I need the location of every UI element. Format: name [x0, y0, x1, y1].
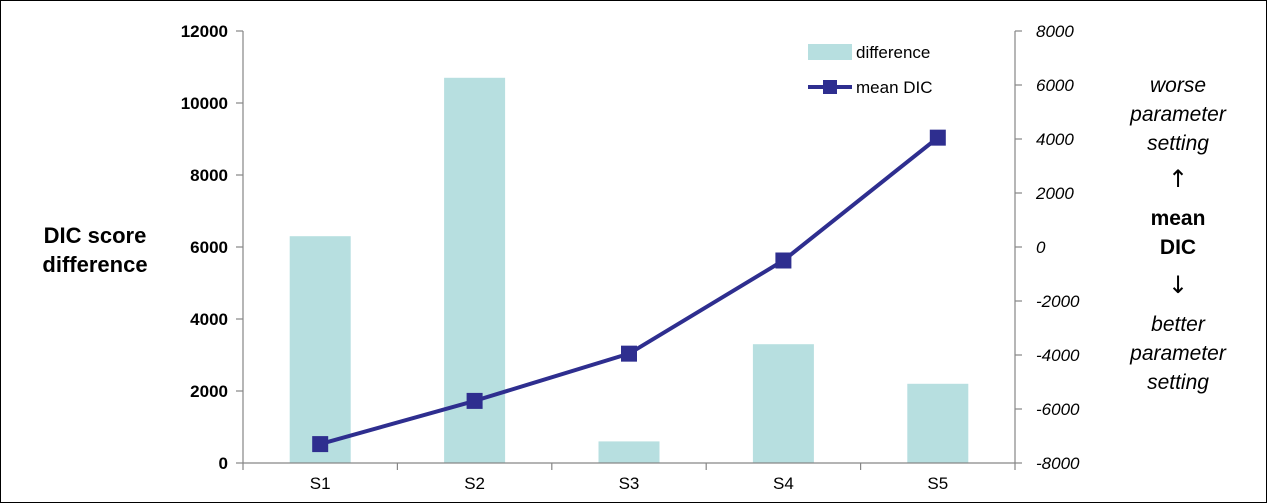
annotation-middle-line: mean [1151, 207, 1206, 230]
annotation-bottom-line: better [1151, 313, 1206, 336]
y-axis-label-line-1: DIC score [44, 223, 147, 248]
tick-label-left: 6000 [190, 238, 228, 257]
tick-label-right: -4000 [1036, 346, 1080, 365]
x-tick-label: S5 [927, 474, 948, 493]
mean-dic-point-s2 [466, 392, 483, 409]
annotation-top-line: parameter [1129, 103, 1227, 126]
x-tick-label: S1 [310, 474, 331, 493]
tick-label-right: -6000 [1036, 400, 1080, 419]
tick-label-right: 2000 [1035, 184, 1074, 203]
y-axis-label-line-2: difference [42, 252, 147, 277]
tick-label-right: 0 [1036, 238, 1046, 257]
mean-dic-line [319, 136, 940, 447]
mean-dic-point-s1 [312, 436, 329, 453]
tick-label-left: 8000 [190, 166, 228, 185]
axes-layer [236, 30, 1022, 470]
tick-label-right: -8000 [1036, 454, 1080, 473]
labels-layer: 0 2000 4000 6000 8000 10000 12000 -8000 -6000 -40… [42, 22, 1080, 493]
mean-dic-point-s3 [621, 345, 637, 362]
up-arrow-icon: ↑ [1168, 165, 1188, 193]
annotation-top-line: worse [1150, 74, 1206, 97]
tick-label-right: 4000 [1036, 130, 1074, 149]
legend-swatch-difference [808, 44, 852, 60]
x-tick-label: S4 [773, 474, 794, 493]
mean-dic-point-s5 [929, 129, 946, 146]
annotation-bottom-line: setting [1147, 371, 1209, 394]
legend-marker-mean-dic [823, 80, 837, 94]
tick-label-left: 12000 [181, 22, 228, 41]
mean-dic-point-s4 [775, 252, 792, 269]
annotation-middle-line: DIC [1160, 236, 1196, 259]
annotation-bottom-line: parameter [1129, 342, 1227, 365]
tick-label-right: -2000 [1036, 292, 1080, 311]
bars-layer [289, 77, 969, 464]
line-layer [312, 129, 946, 453]
x-tick-label: S3 [619, 474, 640, 493]
legend: difference mean DIC [808, 43, 933, 97]
tick-label-left: 10000 [181, 94, 228, 113]
bar-s1 [289, 236, 351, 463]
annotation: worse parameter setting ↑ mean DIC ↓ better para… [1129, 74, 1227, 394]
bar-s4 [752, 344, 814, 463]
bar-s3 [598, 441, 660, 463]
bar-s5 [907, 383, 969, 463]
tick-label-right: 8000 [1036, 22, 1074, 41]
down-arrow-icon: ↓ [1168, 271, 1188, 299]
tick-label-right: 6000 [1036, 76, 1074, 95]
annotation-top-line: setting [1147, 132, 1209, 155]
legend-label-difference: difference [856, 43, 930, 62]
tick-label-left: 2000 [190, 382, 228, 401]
x-tick-label: S2 [464, 474, 485, 493]
tick-label-left: 4000 [190, 310, 228, 329]
tick-label-left: 0 [219, 454, 228, 473]
legend-label-mean-dic: mean DIC [856, 78, 933, 97]
